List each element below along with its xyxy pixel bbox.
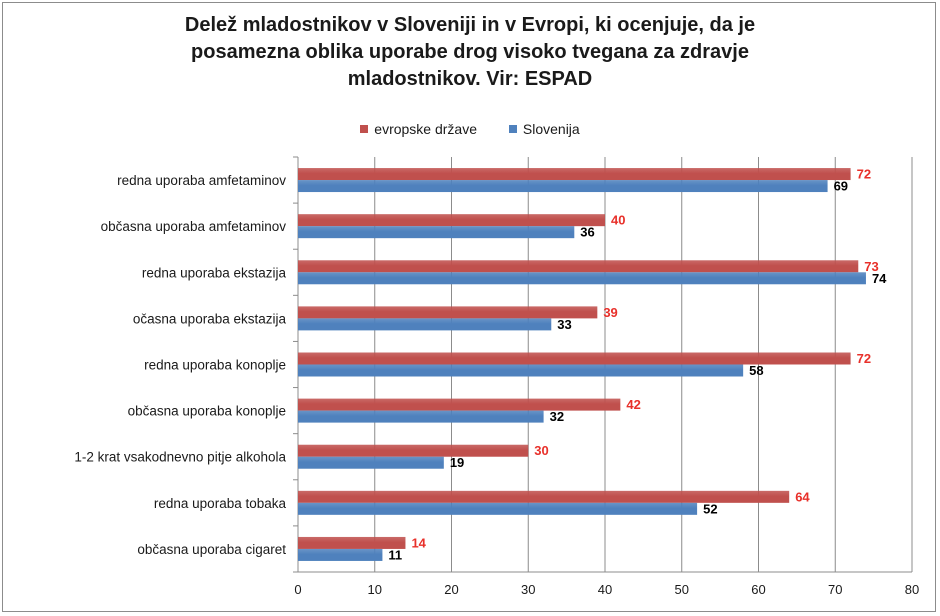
data-label-slovenia: 11 bbox=[388, 547, 402, 562]
bar-europe bbox=[298, 214, 605, 227]
category-label: redna uporaba amfetaminov bbox=[117, 173, 286, 188]
category-label: občasna uporaba amfetaminov bbox=[101, 219, 287, 234]
x-tick-label: 50 bbox=[675, 582, 689, 597]
data-label-europe: 72 bbox=[857, 351, 871, 366]
bar-slovenia bbox=[298, 272, 866, 285]
x-tick-label: 70 bbox=[828, 582, 842, 597]
legend-swatch-europe bbox=[360, 125, 369, 133]
category-label: občasna uporaba konoplje bbox=[128, 404, 286, 419]
category-label: redna uporaba tobaka bbox=[154, 496, 287, 511]
bar-europe bbox=[298, 444, 529, 457]
data-label-europe: 64 bbox=[795, 489, 810, 504]
data-label-europe: 30 bbox=[534, 443, 548, 458]
bar-slovenia bbox=[298, 548, 383, 561]
bar-slovenia bbox=[298, 318, 552, 331]
bar-slovenia bbox=[298, 456, 444, 469]
chart-title-line-2: posamezna oblika uporabe drog visoko tve… bbox=[191, 41, 749, 63]
x-tick-label: 30 bbox=[521, 582, 535, 597]
bar-europe bbox=[298, 168, 851, 181]
data-label-slovenia: 19 bbox=[450, 455, 464, 470]
data-label-europe: 42 bbox=[626, 397, 640, 412]
chart-title: Delež mladostnikov v Sloveniji in v Evro… bbox=[0, 12, 940, 93]
data-label-slovenia: 74 bbox=[872, 271, 887, 286]
bar-europe bbox=[298, 260, 859, 273]
category-label: redna uporaba konoplje bbox=[144, 358, 286, 373]
legend-swatch-slovenia bbox=[508, 125, 517, 133]
data-label-europe: 14 bbox=[411, 535, 426, 550]
x-tick-label: 80 bbox=[905, 582, 919, 597]
bar-europe bbox=[298, 490, 790, 503]
data-label-europe: 40 bbox=[611, 213, 625, 228]
data-label-slovenia: 32 bbox=[550, 409, 564, 424]
data-label-slovenia: 36 bbox=[580, 225, 594, 240]
data-label-slovenia: 69 bbox=[834, 179, 848, 194]
category-label: redna uporaba ekstazija bbox=[142, 265, 287, 280]
bar-slovenia bbox=[298, 364, 744, 377]
bar-slovenia bbox=[298, 502, 698, 515]
x-tick-label: 10 bbox=[368, 582, 382, 597]
bar-europe bbox=[298, 398, 621, 411]
bar-europe bbox=[298, 306, 598, 319]
data-label-slovenia: 52 bbox=[703, 501, 717, 516]
x-tick-label: 0 bbox=[294, 582, 301, 597]
data-label-europe: 73 bbox=[864, 259, 878, 274]
x-tick-label: 20 bbox=[444, 582, 458, 597]
legend-label-europe: evropske države bbox=[374, 121, 477, 137]
bar-europe bbox=[298, 536, 406, 549]
legend-item-europe: evropske države bbox=[360, 121, 477, 137]
bar-slovenia bbox=[298, 180, 828, 193]
bar-slovenia bbox=[298, 226, 575, 239]
bar-slovenia bbox=[298, 410, 544, 423]
data-label-slovenia: 33 bbox=[557, 317, 571, 332]
chart-title-line-3: mladostnikov. Vir: ESPAD bbox=[347, 68, 593, 90]
data-label-europe: 39 bbox=[603, 305, 617, 320]
chart-title-line-1: Delež mladostnikov v Sloveniji in v Evro… bbox=[184, 14, 756, 36]
x-tick-label: 40 bbox=[598, 582, 612, 597]
bar-europe bbox=[298, 352, 851, 365]
legend-item-slovenia: Slovenija bbox=[508, 121, 580, 137]
legend-label-slovenia: Slovenija bbox=[522, 121, 580, 137]
category-label: očasna uporaba ekstazija bbox=[133, 311, 287, 326]
category-label: občasna uporaba cigaret bbox=[137, 542, 286, 557]
data-label-slovenia: 58 bbox=[749, 363, 763, 378]
data-label-europe: 72 bbox=[857, 167, 871, 182]
category-label: 1-2 krat vsakodnevno pitje alkohola bbox=[74, 450, 286, 465]
chart-legend: evropske države Slovenija bbox=[0, 120, 940, 137]
x-tick-label: 60 bbox=[751, 582, 765, 597]
